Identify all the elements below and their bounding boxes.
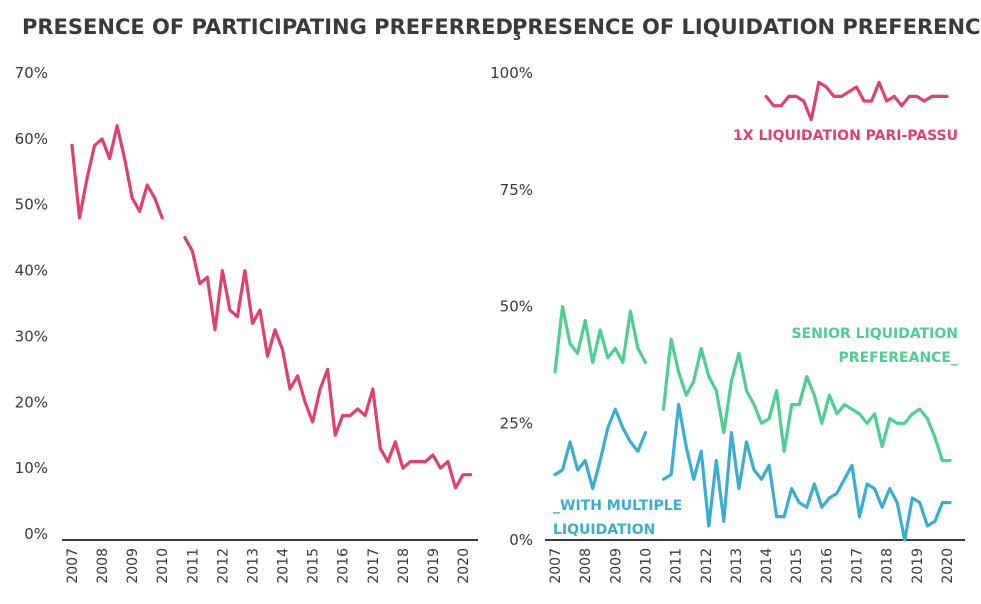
participating-x-tick-label: 2010	[155, 548, 171, 584]
multiple-series-label: LIQUIDATION	[553, 522, 655, 538]
liquidation-series-3-line-segment-1	[553, 407, 648, 491]
participating-chart-title: PRESENCE OF PARTICIPATING PREFERRED3	[22, 15, 521, 43]
participating-x-tick-label: 2016	[336, 548, 352, 584]
participating-x-tick-label: 2014	[276, 548, 292, 584]
participating-x-tick-label: 2019	[426, 548, 442, 584]
liquidation-chart: PRESENCE OF LIQUIDATION PREFERENCE23 0% 2…	[490, 15, 981, 584]
liquidation-x-tick-label: 2007	[548, 548, 564, 584]
participating-x-tick-label: 2012	[215, 548, 231, 584]
liquidation-x-tick-label: 2010	[638, 548, 654, 584]
participating-title-text: PRESENCE OF PARTICIPATING PREFERRED	[22, 15, 513, 39]
liquidation-series-2-line-segment-2	[661, 337, 952, 463]
liquidation-y-tick-label: 0%	[509, 531, 533, 549]
participating-y-tick-label: 10%	[15, 459, 48, 477]
pari-passu-series-label: 1X LIQUIDATION PARI-PASSU	[733, 128, 958, 144]
liquidation-x-tick-label: 2017	[850, 548, 866, 584]
liquidation-x-tick-label: 2009	[608, 548, 624, 584]
liquidation-x-tick-label: 2018	[880, 548, 896, 584]
participating-y-tick-label: 20%	[15, 393, 48, 411]
liquidation-x-tick-label: 2011	[669, 548, 685, 584]
participating-y-tick-label: 40%	[15, 262, 48, 280]
participating-x-tick-label: 2011	[185, 548, 201, 584]
participating-y-tick-label: 70%	[15, 64, 48, 82]
liquidation-x-tick-label: 2016	[819, 548, 835, 584]
participating-chart: PRESENCE OF PARTICIPATING PREFERRED3 0% 1…	[15, 15, 522, 584]
participating-x-tick-label: 2020	[456, 548, 472, 584]
liquidation-title-text: PRESENCE OF LIQUIDATION PREFERENCE	[512, 15, 981, 39]
participating-title-superscript: 3	[513, 29, 521, 43]
liquidation-y-tick-label: 75%	[500, 181, 533, 199]
liquidation-chart-title: PRESENCE OF LIQUIDATION PREFERENCE23	[512, 15, 981, 43]
participating-series-1-line-segment-2	[183, 236, 473, 490]
liquidation-series-1-line-segment-1	[764, 80, 949, 122]
liquidation-x-tick-label: 2019	[910, 548, 926, 584]
participating-series-1-line-segment-1	[70, 124, 164, 220]
participating-x-tick-label: 2015	[306, 548, 322, 584]
senior-series-label: PREFEREANCE_	[839, 350, 958, 366]
liquidation-y-tick-label: 50%	[500, 298, 533, 316]
liquidation-series-3-line-segment-2	[661, 403, 952, 542]
liquidation-x-tick-label: 2012	[699, 548, 715, 584]
liquidation-x-tick-label: 2008	[578, 548, 594, 584]
multiple-series-label: _WITH MULTIPLE	[553, 498, 682, 514]
liquidation-x-tick-label: 2013	[729, 548, 745, 584]
participating-x-tick-label: 2013	[245, 548, 261, 584]
participating-x-tick-label: 2018	[396, 548, 412, 584]
participating-y-tick-label: 60%	[15, 130, 48, 148]
liquidation-x-tick-label: 2014	[759, 548, 775, 584]
liquidation-y-tick-label: 100%	[490, 64, 533, 82]
participating-x-tick-label: 2017	[366, 548, 382, 584]
participating-y-tick-label: 50%	[15, 196, 48, 214]
liquidation-x-tick-label: 2015	[789, 548, 805, 584]
senior-series-label: SENIOR LIQUIDATION	[792, 326, 958, 342]
participating-x-tick-label: 2009	[125, 548, 141, 584]
participating-x-tick-label: 2008	[95, 548, 111, 584]
liquidation-y-tick-label: 25%	[500, 414, 533, 432]
participating-x-tick-label: 2007	[65, 548, 81, 584]
liquidation-series-2-line-segment-1	[553, 304, 648, 374]
liquidation-x-tick-label: 2020	[940, 548, 956, 584]
participating-y-tick-label: 30%	[15, 327, 48, 345]
participating-y-tick-label: 0%	[24, 525, 48, 543]
